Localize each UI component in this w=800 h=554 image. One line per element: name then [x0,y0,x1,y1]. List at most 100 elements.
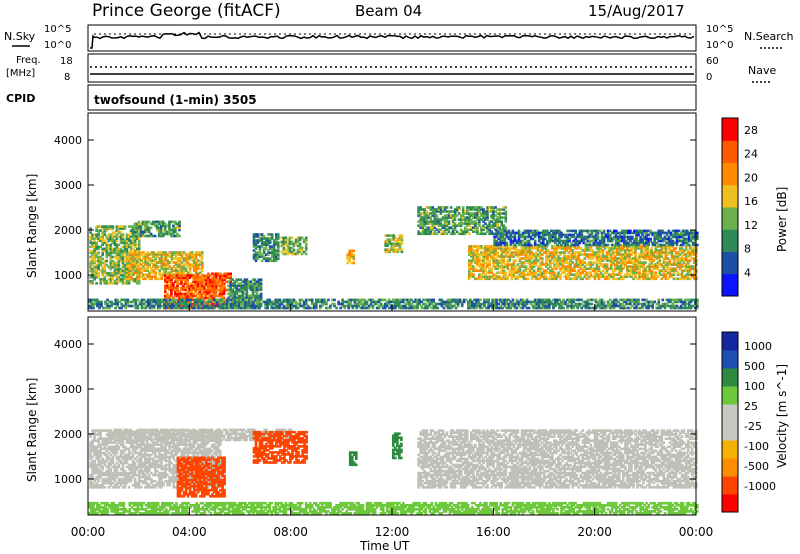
data-cell [553,253,556,256]
data-cell [190,296,193,300]
data-cell [259,296,263,300]
data-cell [593,273,597,276]
data-cell [170,280,173,283]
data-cell [451,232,455,236]
data-cell [551,257,554,260]
data-cell [476,222,479,225]
data-cell [463,222,467,225]
data-cell [532,261,536,264]
data-cell [525,243,529,247]
data-cell [143,220,147,224]
data-cell [622,275,625,278]
data-cell [215,272,218,276]
data-cell [95,225,98,228]
data-cell [482,255,485,258]
data-cell [552,231,555,235]
data-cell [482,247,485,250]
data-cell [105,282,109,285]
cpid-value: twofsound (1-min) 3505 [94,93,257,107]
data-cell [229,272,232,276]
data-cell [543,277,546,281]
data-cell [490,271,493,274]
data-cell [547,255,550,258]
data-cell [168,251,172,254]
data-cell [453,216,457,219]
data-cell [650,273,653,276]
data-cell [642,257,645,260]
data-cell [196,296,199,300]
data-cell [129,231,133,234]
data-cell [135,247,139,251]
data-cell [498,261,501,264]
data-cell [686,267,690,270]
data-cell [674,253,678,256]
data-cell [275,255,278,258]
data-cell [204,294,208,298]
data-cell [186,253,190,256]
data-cell [551,247,554,250]
data-cell [688,265,692,268]
data-cell [468,232,471,236]
data-cell [146,265,149,268]
data-cell [217,272,220,276]
data-cell [208,296,212,300]
data-cell [567,261,570,264]
data-cell [640,275,643,278]
data-cell [286,248,290,252]
data-cell [557,257,560,260]
data-cell [223,278,226,282]
data-cell [678,277,682,281]
data-cell [488,277,491,281]
data-cell [492,249,495,252]
data-cell [494,206,497,209]
data-cell [352,249,356,253]
data-cell [648,249,651,252]
data-cell [585,277,589,281]
data-cell [478,232,481,236]
data-cell [553,245,556,248]
data-cell [119,269,123,273]
data-cell [111,251,115,255]
data-cell [212,302,216,306]
data-cell [480,277,483,281]
data-cell [178,269,182,272]
data-cell [127,225,131,228]
data-cell [89,279,92,283]
data-cell [480,263,483,266]
data-cell [609,263,613,266]
data-cell [573,269,576,272]
data-cell [578,239,582,243]
data-cell [219,288,222,292]
data-cell [534,247,538,250]
data-cell [468,216,471,219]
data-cell [470,208,473,211]
data-cell [488,210,491,213]
data-cell [109,271,113,275]
data-cell [157,220,161,224]
data-cell [346,255,349,259]
data-cell [174,222,177,226]
data-cell [129,239,133,242]
data-cell [172,224,175,228]
data-cell [486,230,489,233]
data-cell [538,269,542,272]
data-cell [496,220,499,223]
data-cell [644,245,647,248]
data-cell [97,235,100,238]
data-cell [427,220,431,223]
data-cell [574,239,577,243]
data-cell [684,275,688,278]
data-cell [553,277,556,281]
data-cell [496,255,499,258]
data-cell [646,247,649,250]
data-cell [182,296,185,300]
data-cell [585,263,589,266]
data-cell [603,255,607,258]
data-cell [605,277,609,281]
data-cell [396,240,400,243]
data-cell [113,279,117,283]
data-cell [213,280,216,284]
data-cell [421,220,424,223]
data-cell [513,239,517,243]
data-cell [268,239,272,242]
